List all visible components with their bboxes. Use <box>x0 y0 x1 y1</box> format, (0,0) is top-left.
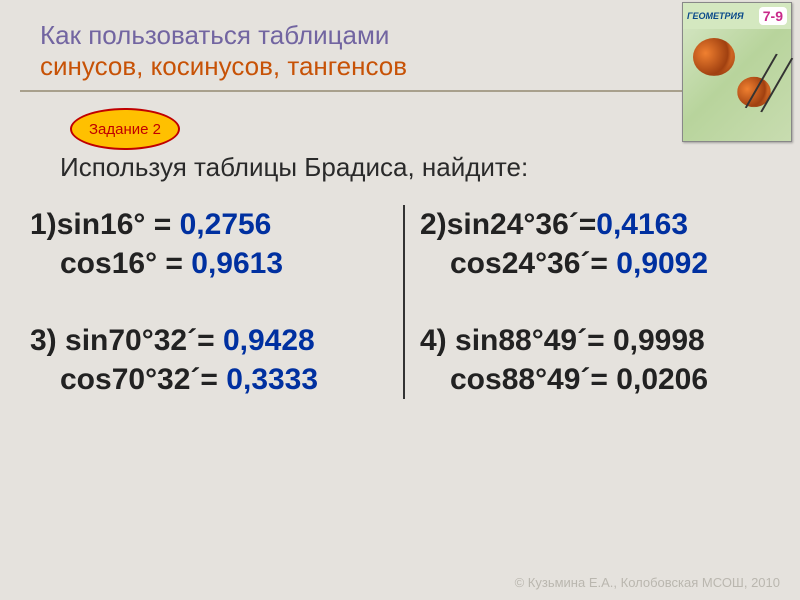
textbook-cover: ГЕОМЕТРИЯ 7-9 <box>682 2 792 142</box>
cos-label: cos16° = <box>60 247 183 280</box>
item-1-sin: 1)sin16° = 0,2756 <box>30 205 393 244</box>
item-1: 1)sin16° = 0,2756 cos16° = 0,9613 <box>30 205 393 283</box>
item-2: 2)sin24°36´=0,4163 cos24°36´= 0,9092 <box>420 205 785 283</box>
right-column: 2)sin24°36´=0,4163 cos24°36´= 0,9092 4) … <box>405 205 785 399</box>
left-column: 1)sin16° = 0,2756 cos16° = 0,9613 3) sin… <box>25 205 405 399</box>
book-title: ГЕОМЕТРИЯ <box>687 11 744 21</box>
item-num: 3) <box>30 324 57 357</box>
book-art <box>693 33 783 133</box>
sin-value: 0,2756 <box>180 208 272 241</box>
task-badge: Задание 2 <box>70 108 180 150</box>
task-badge-label: Задание 2 <box>89 122 161 137</box>
item-2-sin: 2)sin24°36´=0,4163 <box>420 205 785 244</box>
item-2-cos: cos24°36´= 0,9092 <box>420 244 785 283</box>
butterfly-icon <box>693 38 735 76</box>
answers-grid: 1)sin16° = 0,2756 cos16° = 0,9613 3) sin… <box>25 205 785 399</box>
sin-label: sin88°49´= <box>455 324 605 357</box>
cos-value: 0,3333 <box>226 363 318 396</box>
item-1-cos: cos16° = 0,9613 <box>30 244 393 283</box>
item-4-sin: 4) sin88°49´= 0,9998 <box>420 321 785 360</box>
cos-label: cos70°32´= <box>60 363 218 396</box>
instruction-text: Используя таблицы Брадиса, найдите: <box>60 152 528 183</box>
cos-label: cos88°49´= <box>450 363 608 396</box>
sin-value: 0,9428 <box>223 324 315 357</box>
cos-value: 0,0206 <box>616 363 708 396</box>
item-3: 3) sin70°32´= 0,9428 cos70°32´= 0,3333 <box>30 321 393 399</box>
slide-title: Как пользоваться таблицами синусов, коси… <box>0 0 800 82</box>
book-header: ГЕОМЕТРИЯ 7-9 <box>683 3 791 29</box>
sin-label: sin24°36´= <box>447 208 597 241</box>
title-divider <box>20 90 720 92</box>
item-3-cos: cos70°32´= 0,3333 <box>30 360 393 399</box>
book-grade: 7-9 <box>759 7 787 25</box>
item-num: 2) <box>420 208 447 241</box>
cos-label: cos24°36´= <box>450 247 608 280</box>
item-num: 1) <box>30 208 57 241</box>
item-3-sin: 3) sin70°32´= 0,9428 <box>30 321 393 360</box>
cos-value: 0,9613 <box>191 247 283 280</box>
copyright-footer: © Кузьмина Е.А., Колобовская МСОШ, 2010 <box>515 575 780 590</box>
item-4-cos: cos88°49´= 0,0206 <box>420 360 785 399</box>
cos-value: 0,9092 <box>616 247 708 280</box>
item-num: 4) <box>420 324 447 357</box>
sin-label: sin70°32´= <box>65 324 215 357</box>
sin-value: 0,4163 <box>596 208 688 241</box>
sin-value: 0,9998 <box>613 324 705 357</box>
item-4: 4) sin88°49´= 0,9998 cos88°49´= 0,0206 <box>420 321 785 399</box>
sin-label: sin16° = <box>57 208 172 241</box>
